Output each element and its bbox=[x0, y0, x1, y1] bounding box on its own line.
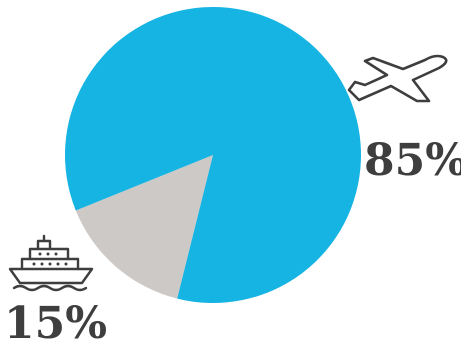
pie-slices bbox=[64, 6, 361, 303]
pie-slice-air bbox=[64, 6, 361, 303]
cruise-ship-icon bbox=[8, 234, 94, 292]
airplane-icon bbox=[347, 54, 448, 103]
slice-label-sea: 15% bbox=[4, 298, 107, 347]
slice-label-air: 85% bbox=[364, 135, 461, 186]
pie-slice-sea bbox=[75, 155, 213, 299]
